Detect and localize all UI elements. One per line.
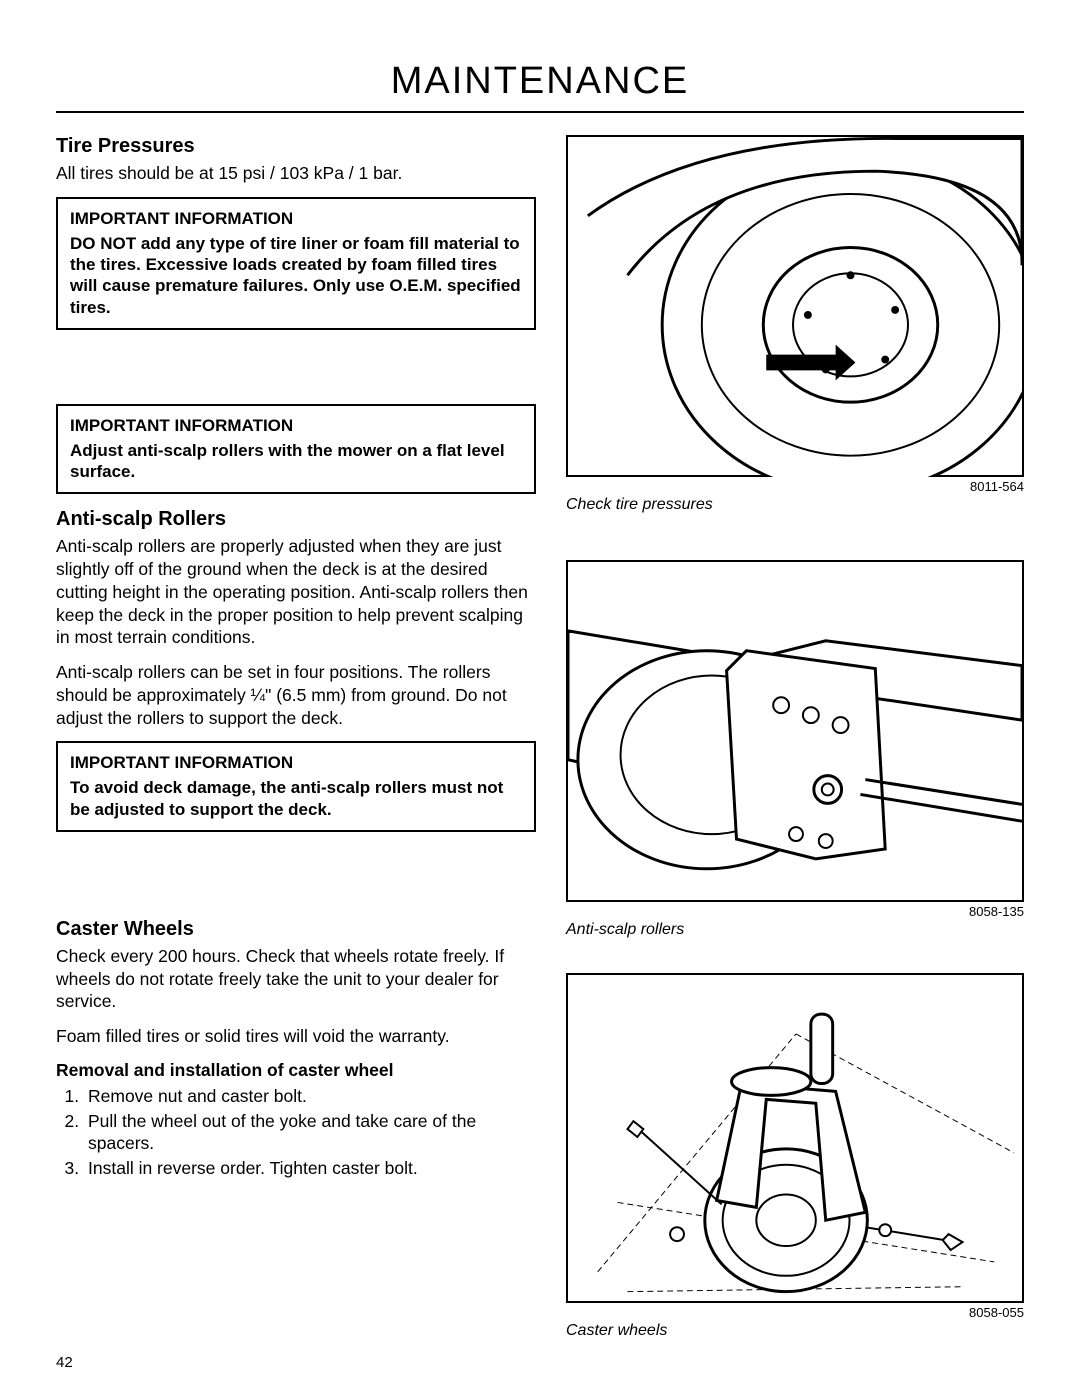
info-box-1-heading: IMPORTANT INFORMATION (70, 209, 522, 229)
figure-roller-id: 8058-135 (566, 904, 1024, 919)
left-column: Tire Pressures All tires should be at 15… (56, 135, 536, 1358)
right-column: 8011-564 Check tire pressures (566, 135, 1024, 1358)
figure-roller-caption: Anti-scalp rollers (566, 921, 1024, 939)
figure-caster-id: 8058-055 (566, 1305, 1024, 1320)
info-box-2-body: Adjust anti-scalp rollers with the mower… (70, 440, 522, 483)
info-box-2: IMPORTANT INFORMATION Adjust anti-scalp … (56, 404, 536, 495)
figure-caster-caption: Caster wheels (566, 1322, 1024, 1340)
heading-anti-scalp: Anti-scalp Rollers (56, 508, 536, 531)
info-box-3-heading: IMPORTANT INFORMATION (70, 753, 522, 773)
heading-tire-pressures: Tire Pressures (56, 135, 536, 158)
heading-caster-wheels: Caster Wheels (56, 918, 536, 941)
info-box-2-heading: IMPORTANT INFORMATION (70, 416, 522, 436)
anti-scalp-p1: Anti-scalp rollers are properly adjusted… (56, 535, 536, 649)
caster-steps: Remove nut and caster bolt. Pull the whe… (56, 1085, 536, 1180)
caster-sub: Removal and installation of caster wheel (56, 1060, 536, 1081)
caster-p2: Foam filled tires or solid tires will vo… (56, 1025, 536, 1048)
page-number: 42 (56, 1354, 73, 1371)
info-box-1: IMPORTANT INFORMATION DO NOT add any typ… (56, 197, 536, 330)
figure-tire (566, 135, 1024, 477)
caster-p1: Check every 200 hours. Check that wheels… (56, 945, 536, 1013)
page-title: MAINTENANCE (56, 60, 1024, 113)
roller-icon (568, 560, 1022, 902)
figure-roller (566, 560, 1024, 902)
figure-caster (566, 973, 1024, 1303)
caster-icon (568, 973, 1022, 1303)
caster-step-1: Remove nut and caster bolt. (84, 1085, 536, 1108)
info-box-3: IMPORTANT INFORMATION To avoid deck dama… (56, 741, 536, 832)
info-box-3-body: To avoid deck damage, the anti-scalp rol… (70, 777, 522, 820)
caster-step-2: Pull the wheel out of the yoke and take … (84, 1110, 536, 1156)
tire-icon (568, 135, 1022, 477)
caster-step-3: Install in reverse order. Tighten caster… (84, 1157, 536, 1180)
figure-tire-caption: Check tire pressures (566, 496, 1024, 514)
figure-tire-id: 8011-564 (566, 479, 1024, 494)
tire-pressures-body: All tires should be at 15 psi / 103 kPa … (56, 162, 536, 185)
anti-scalp-p2: Anti-scalp rollers can be set in four po… (56, 661, 536, 729)
info-box-1-body: DO NOT add any type of tire liner or foa… (70, 233, 522, 318)
